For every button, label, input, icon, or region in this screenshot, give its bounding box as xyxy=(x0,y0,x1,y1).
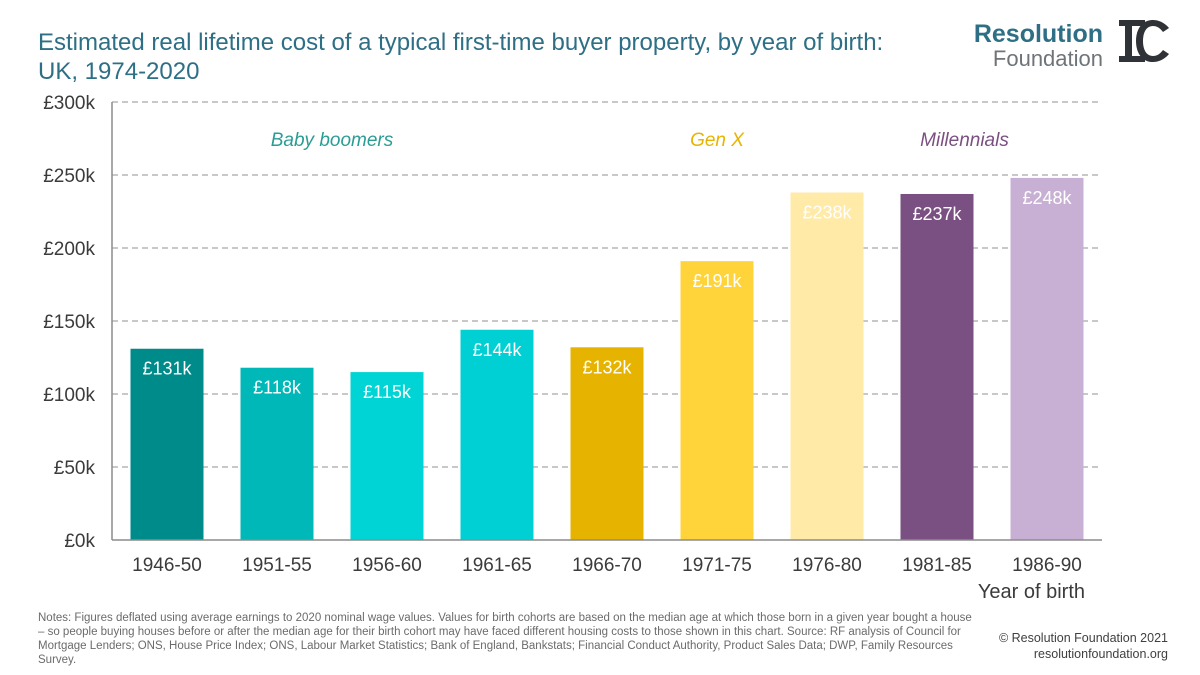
group-annotations: Baby boomers Gen X Millennials xyxy=(271,130,1010,151)
data-labels: £131k £118k £115k £144k £132k £191k £238k £237k… xyxy=(142,188,1072,402)
data-label: £238k xyxy=(802,203,852,223)
x-tick-label: 1961-65 xyxy=(462,555,532,576)
x-tick-label: 1976-80 xyxy=(792,555,862,576)
x-tick-label: 1956-60 xyxy=(352,555,422,576)
y-tick-label: £50k xyxy=(54,458,96,479)
y-tick-label: £150k xyxy=(43,312,95,333)
chart-title-line2: UK, 1974-2020 xyxy=(38,58,200,85)
bars xyxy=(130,177,1084,541)
bar xyxy=(680,261,754,540)
logo-line1: Resolution xyxy=(973,20,1103,48)
data-label: £191k xyxy=(692,271,742,291)
data-label: £237k xyxy=(912,204,962,224)
bar xyxy=(900,193,974,541)
x-tick-label: 1951-55 xyxy=(242,555,312,576)
bar xyxy=(460,329,534,540)
x-tick-label: 1981-85 xyxy=(902,555,972,576)
bar xyxy=(350,372,424,540)
y-tick-label: £100k xyxy=(43,385,95,406)
x-axis-title: Year of birth xyxy=(978,581,1085,603)
group-annotation: Millennials xyxy=(920,130,1009,151)
data-label: £144k xyxy=(472,340,522,360)
y-tick-label: £0k xyxy=(64,531,95,552)
data-label: £132k xyxy=(582,357,632,377)
bar xyxy=(570,347,644,540)
chart-title: Estimated real lifetime cost of a typica… xyxy=(38,28,938,86)
group-annotation: Gen X xyxy=(690,130,745,151)
data-label: £131k xyxy=(142,359,192,379)
bar xyxy=(790,192,864,540)
x-axis-ticks: 1946-50 1951-55 1956-60 1961-65 1966-70 1971-… xyxy=(132,555,1082,576)
credit: © Resolution Foundation 2021 resolutionf… xyxy=(999,630,1168,662)
data-label: £115k xyxy=(363,382,412,402)
website: resolutionfoundation.org xyxy=(1033,647,1168,661)
x-tick-label: 1986-90 xyxy=(1012,555,1082,576)
copyright: © Resolution Foundation 2021 xyxy=(998,631,1168,645)
x-tick-label: 1946-50 xyxy=(132,555,202,576)
x-tick-label: 1966-70 xyxy=(572,555,642,576)
y-axis-ticks: £0k £50k £100k £150k £200k £250k £300k xyxy=(43,93,95,552)
bar xyxy=(240,367,314,540)
bar xyxy=(1010,177,1084,541)
bar xyxy=(130,348,204,540)
chart-title-line1: Estimated real lifetime cost of a typica… xyxy=(38,29,884,56)
notes-and-source: Notes: Figures deflated using average ea… xyxy=(38,612,972,666)
data-label: £118k xyxy=(253,378,302,398)
y-tick-label: £300k xyxy=(43,93,95,114)
intergenerational-centre-logo-icon xyxy=(1119,20,1169,62)
y-tick-label: £200k xyxy=(43,239,95,260)
logo-line2: Foundation xyxy=(992,46,1103,71)
x-tick-label: 1971-75 xyxy=(682,555,752,576)
group-annotation: Baby boomers xyxy=(271,130,394,151)
y-tick-label: £250k xyxy=(43,166,95,187)
resolution-foundation-logo: Resolution Foundation xyxy=(963,20,1103,71)
data-label: £248k xyxy=(1022,188,1072,208)
